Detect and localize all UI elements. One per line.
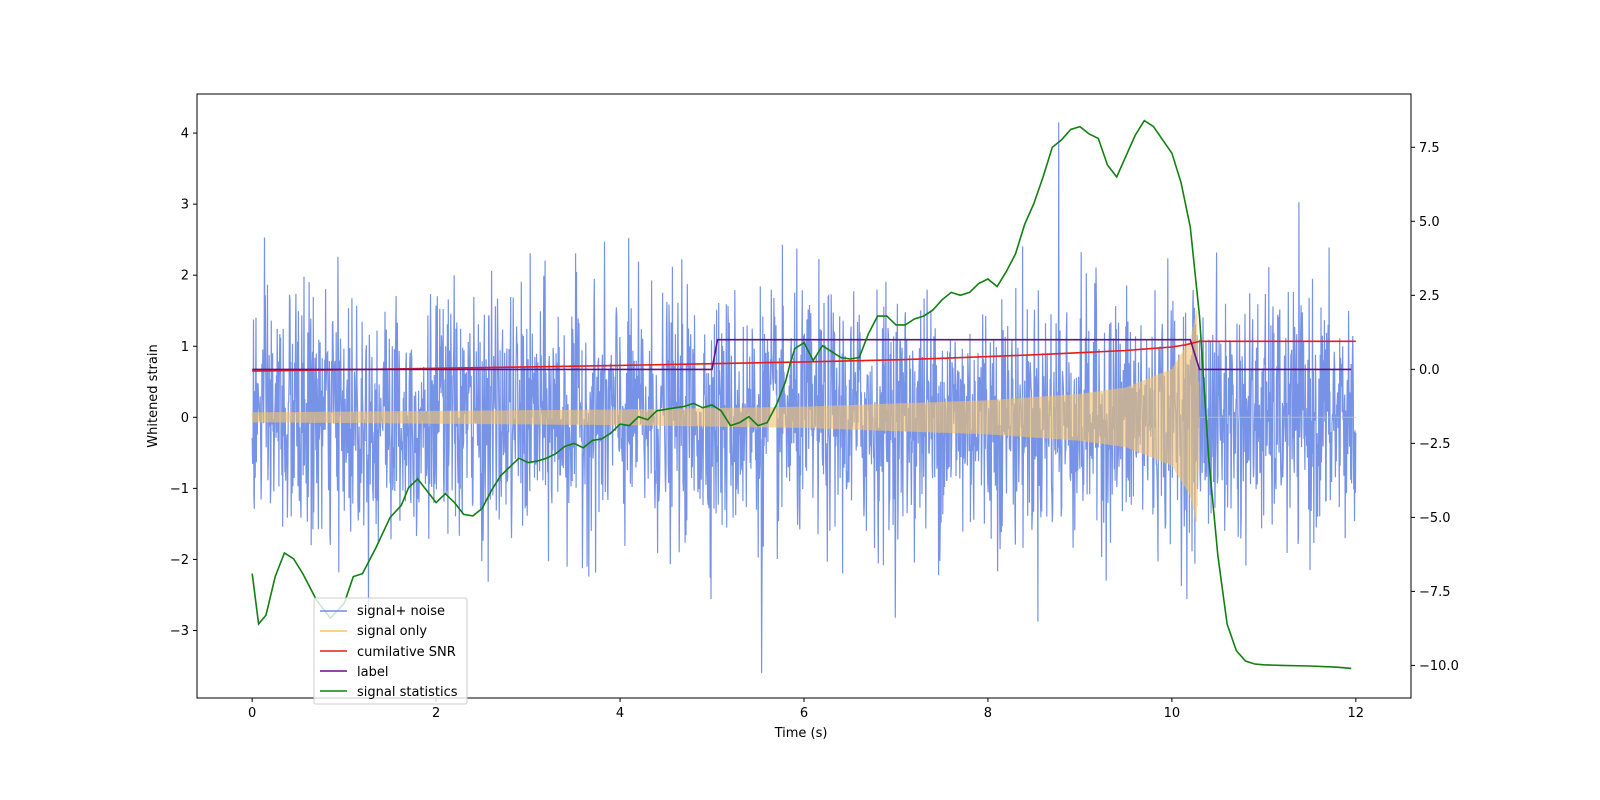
y2-tick-label: −5.0 [1419,511,1451,526]
series-signal-only [251,310,1356,522]
y2-tick-label: 5.0 [1419,215,1440,230]
legend-label-signal-noise: signal+ noise [357,604,445,619]
series-signal-statistics [251,119,1352,670]
legend-label-cumulative-snr: cumilative SNR [357,645,456,660]
y-axis-label: Whitened strain [146,344,161,447]
legend-label-label: label [357,665,388,680]
series-label [252,338,1352,371]
x-tick-label: 4 [616,706,624,721]
y2-tick-label: −7.5 [1419,585,1451,600]
x-tick-label: 8 [984,706,992,721]
x-axis-label: Time (s) [774,726,828,741]
y2-tick-label: −2.5 [1419,437,1451,452]
y-tick-label: −2 [170,553,189,568]
y2-tick-label: −10.0 [1419,659,1459,674]
y-tick-label: 1 [181,340,189,355]
y2-tick-label: 2.5 [1419,289,1440,304]
x-tick-label: 12 [1348,706,1365,721]
x-tick-label: 0 [248,706,256,721]
x-tick-label: 10 [1164,706,1181,721]
y-tick-label: 4 [181,127,189,142]
x-tick-label: 2 [432,706,440,721]
series-cumulative-snr [252,340,1356,372]
legend-label-signal-only: signal only [357,624,427,639]
y-tick-label: 3 [181,198,189,213]
legend: signal+ noise signal only cumilative SNR… [313,597,468,705]
y2-tick-label: 0.0 [1419,363,1440,378]
y-tick-label: −1 [170,482,189,497]
y2-tick-label: 7.5 [1419,141,1440,156]
legend-label-signal-statistics: signal statistics [357,685,458,700]
legend-box [313,597,468,705]
x-tick-label: 6 [800,706,808,721]
y-tick-label: 0 [181,411,189,426]
y-tick-label: −3 [170,624,189,639]
y-tick-label: 2 [181,269,189,284]
